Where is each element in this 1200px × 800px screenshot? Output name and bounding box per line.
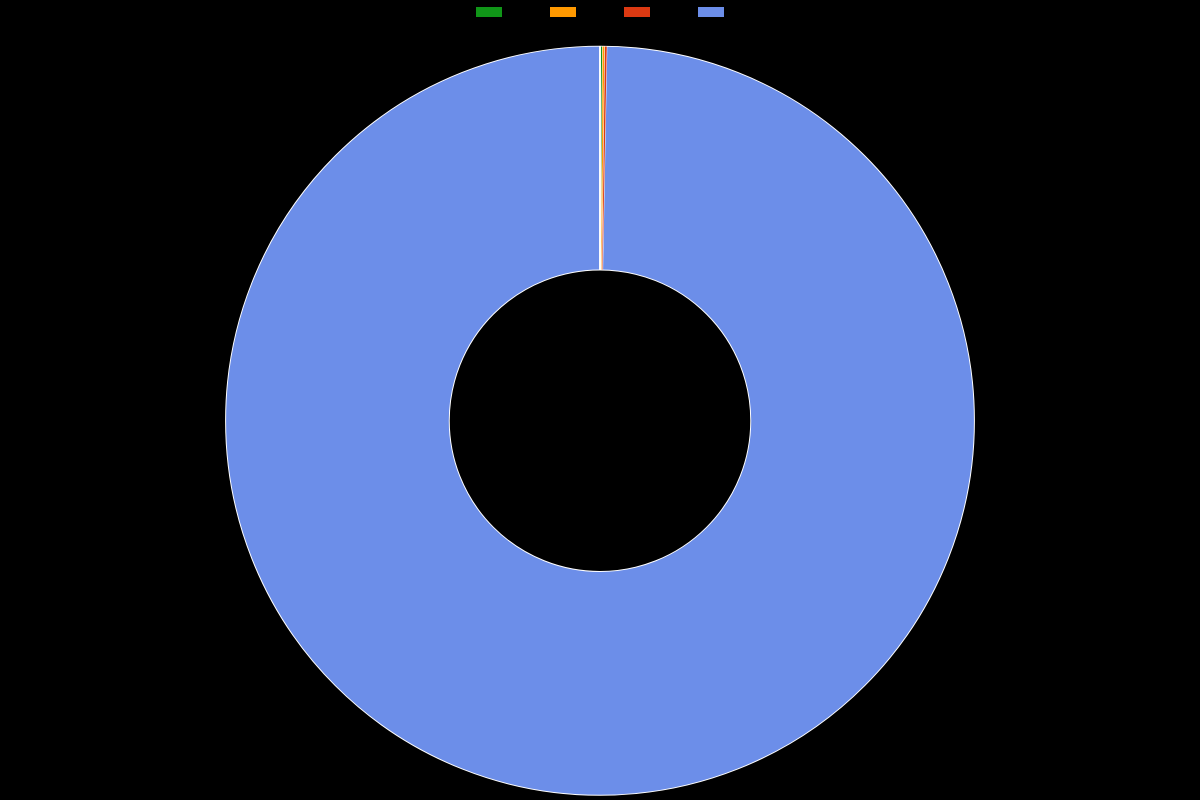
- legend-item-0[interactable]: [475, 6, 503, 18]
- legend-swatch-2: [623, 6, 651, 18]
- legend: [475, 6, 725, 18]
- donut-svg: [0, 22, 1200, 800]
- legend-item-3[interactable]: [697, 6, 725, 18]
- legend-item-2[interactable]: [623, 6, 651, 18]
- legend-swatch-3: [697, 6, 725, 18]
- legend-item-1[interactable]: [549, 6, 577, 18]
- donut-chart: [0, 22, 1200, 800]
- legend-swatch-0: [475, 6, 503, 18]
- legend-swatch-1: [549, 6, 577, 18]
